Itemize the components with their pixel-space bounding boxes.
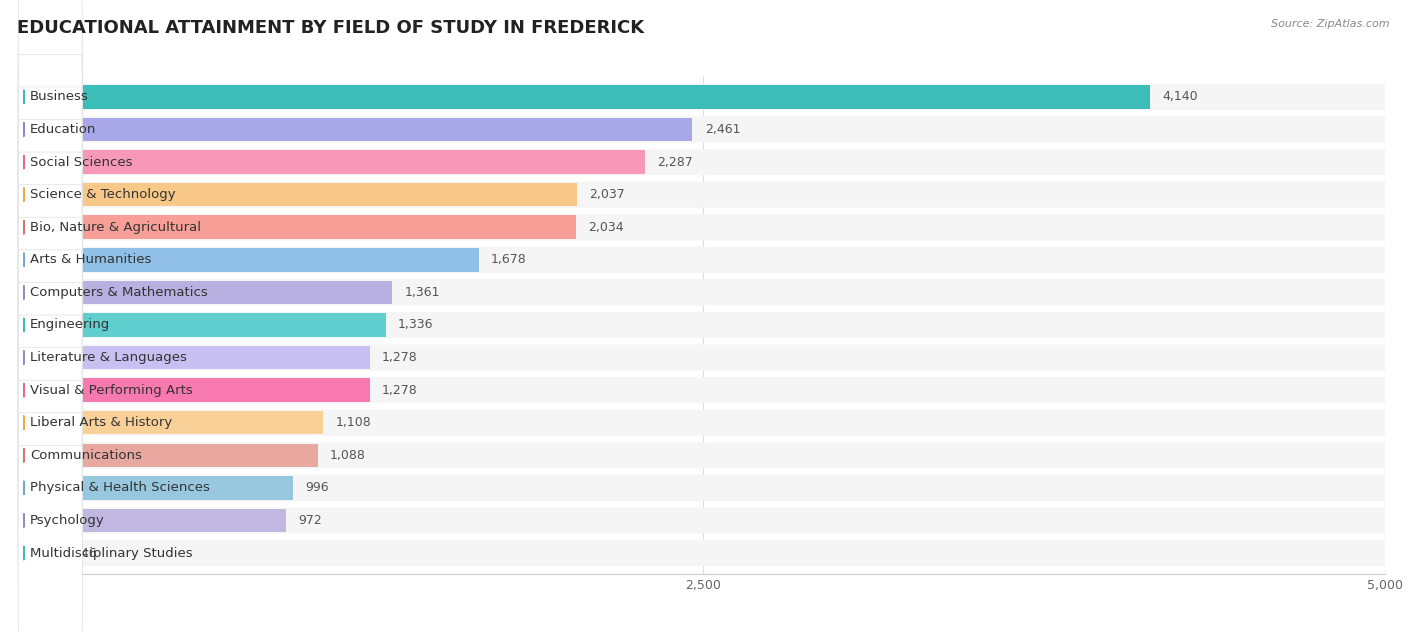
Bar — [21, 248, 479, 271]
Bar — [21, 509, 287, 532]
Text: Education: Education — [30, 123, 96, 136]
Bar — [21, 85, 1150, 109]
FancyBboxPatch shape — [21, 312, 1385, 338]
FancyBboxPatch shape — [18, 0, 83, 204]
FancyBboxPatch shape — [21, 182, 1385, 208]
Text: 1,361: 1,361 — [405, 286, 440, 299]
Bar — [21, 444, 318, 467]
FancyBboxPatch shape — [21, 84, 1385, 110]
FancyBboxPatch shape — [21, 475, 1385, 501]
FancyBboxPatch shape — [18, 348, 83, 563]
Text: 2,287: 2,287 — [657, 156, 693, 168]
Text: Literature & Languages: Literature & Languages — [30, 351, 187, 364]
FancyBboxPatch shape — [18, 119, 83, 335]
FancyBboxPatch shape — [18, 185, 83, 400]
FancyBboxPatch shape — [21, 280, 1385, 305]
Text: 972: 972 — [298, 514, 322, 527]
Bar — [21, 411, 323, 434]
FancyBboxPatch shape — [21, 377, 1385, 403]
Text: 1,678: 1,678 — [491, 253, 527, 266]
Bar — [21, 346, 370, 369]
FancyBboxPatch shape — [18, 283, 83, 498]
Text: Liberal Arts & History: Liberal Arts & History — [30, 416, 172, 429]
FancyBboxPatch shape — [21, 214, 1385, 240]
FancyBboxPatch shape — [21, 442, 1385, 468]
FancyBboxPatch shape — [18, 217, 83, 433]
FancyBboxPatch shape — [18, 380, 83, 596]
Text: 2,461: 2,461 — [704, 123, 740, 136]
FancyBboxPatch shape — [21, 247, 1385, 273]
Text: Arts & Humanities: Arts & Humanities — [30, 253, 152, 266]
Text: 4,140: 4,140 — [1163, 90, 1198, 103]
FancyBboxPatch shape — [18, 21, 83, 237]
Bar — [21, 313, 385, 337]
Text: Communications: Communications — [30, 449, 142, 462]
FancyBboxPatch shape — [18, 152, 83, 367]
FancyBboxPatch shape — [21, 410, 1385, 436]
Text: Source: ZipAtlas.com: Source: ZipAtlas.com — [1271, 19, 1389, 29]
Text: 1,278: 1,278 — [382, 384, 418, 397]
Text: EDUCATIONAL ATTAINMENT BY FIELD OF STUDY IN FREDERICK: EDUCATIONAL ATTAINMENT BY FIELD OF STUDY… — [17, 19, 644, 37]
Text: Social Sciences: Social Sciences — [30, 156, 132, 168]
FancyBboxPatch shape — [18, 54, 83, 270]
FancyBboxPatch shape — [21, 507, 1385, 533]
Text: 1,088: 1,088 — [330, 449, 366, 462]
FancyBboxPatch shape — [18, 87, 83, 302]
Text: 1,108: 1,108 — [336, 416, 371, 429]
FancyBboxPatch shape — [21, 540, 1385, 566]
Bar — [21, 476, 292, 500]
FancyBboxPatch shape — [18, 445, 83, 631]
Text: Multidisciplinary Studies: Multidisciplinary Studies — [30, 546, 193, 560]
Text: 1,278: 1,278 — [382, 351, 418, 364]
Bar — [21, 541, 60, 565]
FancyBboxPatch shape — [18, 413, 83, 628]
FancyBboxPatch shape — [21, 117, 1385, 143]
Text: 146: 146 — [73, 546, 97, 560]
FancyBboxPatch shape — [21, 345, 1385, 370]
Text: 996: 996 — [305, 481, 329, 494]
Text: 2,034: 2,034 — [588, 221, 624, 233]
Bar — [21, 216, 576, 239]
Bar — [21, 118, 692, 141]
Text: Computers & Mathematics: Computers & Mathematics — [30, 286, 208, 299]
Text: Bio, Nature & Agricultural: Bio, Nature & Agricultural — [30, 221, 201, 233]
Text: 2,037: 2,037 — [589, 188, 624, 201]
Bar — [21, 150, 645, 174]
Text: Engineering: Engineering — [30, 319, 110, 331]
Bar — [21, 183, 576, 206]
FancyBboxPatch shape — [18, 315, 83, 531]
Bar — [21, 379, 370, 402]
Text: Physical & Health Sciences: Physical & Health Sciences — [30, 481, 209, 494]
Text: Psychology: Psychology — [30, 514, 104, 527]
Text: Science & Technology: Science & Technology — [30, 188, 176, 201]
Text: 1,336: 1,336 — [398, 319, 433, 331]
Text: Business: Business — [30, 90, 89, 103]
FancyBboxPatch shape — [21, 149, 1385, 175]
Bar — [21, 281, 392, 304]
FancyBboxPatch shape — [18, 250, 83, 465]
Text: Visual & Performing Arts: Visual & Performing Arts — [30, 384, 193, 397]
